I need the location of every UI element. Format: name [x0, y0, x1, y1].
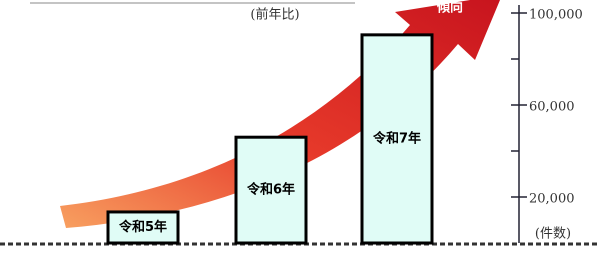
arrow-label: 傾向 [436, 0, 463, 16]
y-tick-label: 20,000 [529, 192, 575, 207]
chart: (前年比) 傾向 (件数) 20,000 60,000 100,000 令和5年 令和6… [0, 0, 598, 253]
y-tick-label: 60,000 [529, 100, 575, 115]
category-label: 令和6年 [247, 182, 295, 198]
annotation: (前年比) [250, 7, 299, 23]
unit-label: (件数) [535, 227, 571, 242]
category-label: 令和7年 [373, 130, 421, 146]
page: (前年比) 傾向 (件数) 20,000 60,000 100,000 令和5年 令和6… [0, 0, 598, 253]
y-tick-label: 100,000 [529, 8, 583, 23]
category-label: 令和5年 [119, 219, 167, 235]
